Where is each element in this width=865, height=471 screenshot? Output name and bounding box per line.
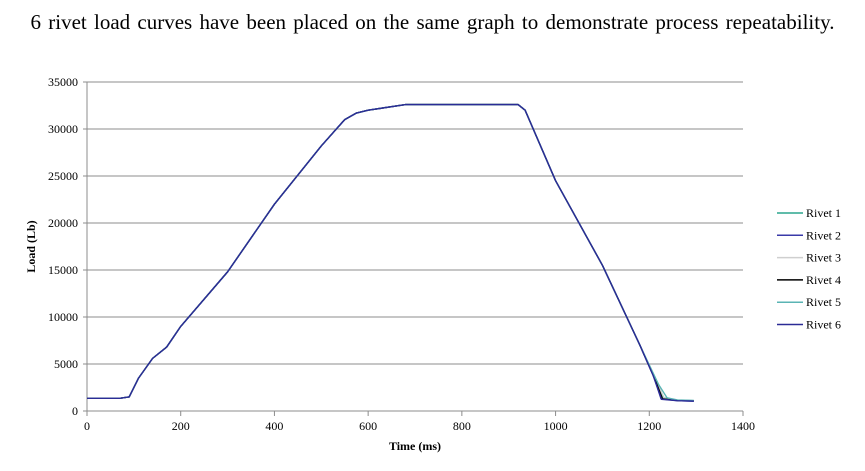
series-lines [87,103,694,402]
y-tick-label: 20000 [48,216,78,230]
legend-label: Rivet 1 [806,206,841,220]
x-tick-label: 400 [265,419,283,433]
x-axis-title: Time (ms) [389,439,441,453]
x-tick-label: 600 [359,419,377,433]
legend-label: Rivet 2 [806,228,841,242]
series-line [87,103,694,402]
y-tick-label: 30000 [48,122,78,136]
legend-label: Rivet 5 [806,295,841,309]
y-tick-label: 35000 [48,75,78,89]
y-tick-label: 25000 [48,169,78,183]
x-tick-labels: 0 200 400 600 800 1000 1200 1400 [84,419,755,433]
y-tick-label: 5000 [54,357,78,371]
x-tick-label: 1400 [731,419,755,433]
page-heading: 6 rivet load curves have been placed on … [30,10,835,34]
x-tick-label: 200 [172,419,190,433]
y-axis-title: Load (Lb) [24,220,38,272]
x-tick-label: 800 [453,419,471,433]
series-line [87,103,694,402]
x-tick-label: 1200 [637,419,661,433]
legend: Rivet 1 Rivet 2 Rivet 3 Rivet 4 Rivet 5 Rivet… [777,206,841,332]
legend-label: Rivet 6 [806,318,841,332]
y-tick-label: 0 [72,404,78,418]
gridlines [87,81,743,365]
y-tick-label: 10000 [48,310,78,324]
series-line [87,103,694,402]
legend-label: Rivet 3 [806,251,841,265]
axes [83,81,744,416]
series-line [87,103,694,402]
series-line [87,103,694,402]
y-tick-label: 15000 [48,263,78,277]
x-tick-label: 0 [84,419,90,433]
x-tick-label: 1000 [544,419,568,433]
legend-label: Rivet 4 [806,273,841,287]
y-tick-labels: 0 5000 10000 15000 20000 25000 30000 35000 [48,75,78,418]
series-line [87,103,694,402]
